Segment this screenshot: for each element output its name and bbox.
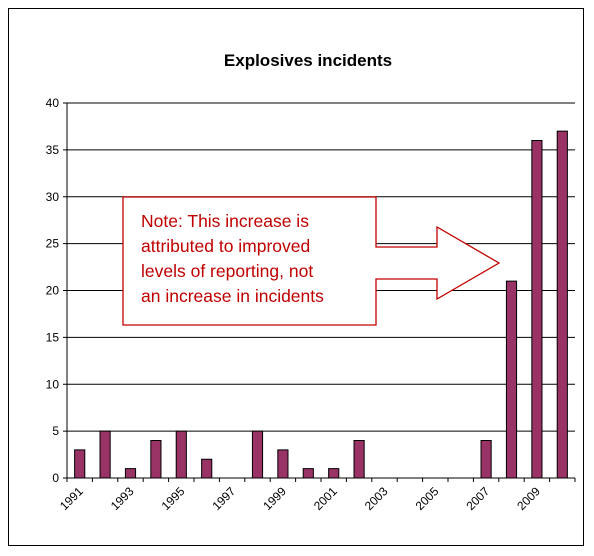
x-tick-label-1997: 1997	[209, 484, 238, 513]
y-tick-label-15: 15	[46, 330, 60, 344]
x-tick-label-1995: 1995	[159, 484, 188, 513]
chart-title: Explosives incidents	[224, 51, 392, 70]
bar-2007	[480, 440, 492, 479]
y-tick-label-10: 10	[46, 377, 60, 391]
x-tick-label-1993: 1993	[108, 484, 137, 513]
axes	[63, 102, 576, 482]
note-line-3: levels of reporting, not	[141, 261, 313, 281]
bar-2001	[328, 468, 340, 479]
bar-chart: Explosives incidents 0 5 10 15 20 25 30 35 40 19…	[46, 51, 576, 513]
bar-1991	[74, 449, 86, 479]
y-tick-label-25: 25	[46, 237, 60, 251]
x-tick-label-2005: 2005	[413, 484, 442, 513]
bar-1992	[99, 430, 111, 479]
bar-1993	[124, 468, 137, 479]
y-tick-label-40: 40	[46, 96, 60, 110]
x-tick-labels: 1991 1993 1995 1997 1999 2001 2003 2005 2007 2009	[57, 484, 543, 513]
bar-1998	[251, 430, 264, 479]
x-tick-label-2003: 2003	[362, 484, 391, 513]
x-tick-label-1999: 1999	[260, 484, 289, 513]
note-line-2: attributed to improved	[141, 236, 310, 256]
note-arrow-callout	[122, 196, 501, 326]
y-tick-label-20: 20	[46, 284, 60, 298]
y-tick-label-30: 30	[46, 190, 60, 204]
note-callout: Note: This increase is attributed to imp…	[122, 196, 501, 326]
bar-1995	[175, 430, 187, 479]
bar-1996	[201, 458, 213, 479]
y-tick-labels: 0 5 10 15 20 25 30 35 40	[46, 96, 60, 485]
x-tick-label-2007: 2007	[463, 484, 492, 513]
bar-1999	[277, 449, 289, 479]
bar-2010	[556, 130, 568, 479]
chart-frame: Explosives incidents 0 5 10 15 20 25 30 35 40 19…	[8, 8, 584, 546]
x-tick-label-2009: 2009	[514, 484, 543, 513]
bar-1994	[150, 440, 162, 479]
x-tick-label-1991: 1991	[57, 484, 86, 513]
x-tick-label-2001: 2001	[311, 484, 340, 513]
y-tick-label-35: 35	[46, 143, 60, 157]
bar-2008	[505, 280, 518, 479]
bar-2002	[353, 440, 365, 479]
bar-2009	[531, 140, 543, 479]
y-tick-label-5: 5	[52, 424, 59, 438]
note-line-4: an increase in incidents	[141, 286, 324, 306]
note-line-1: Note: This increase is	[141, 211, 309, 231]
bar-2000	[302, 468, 314, 479]
y-tick-label-0: 0	[52, 471, 59, 485]
